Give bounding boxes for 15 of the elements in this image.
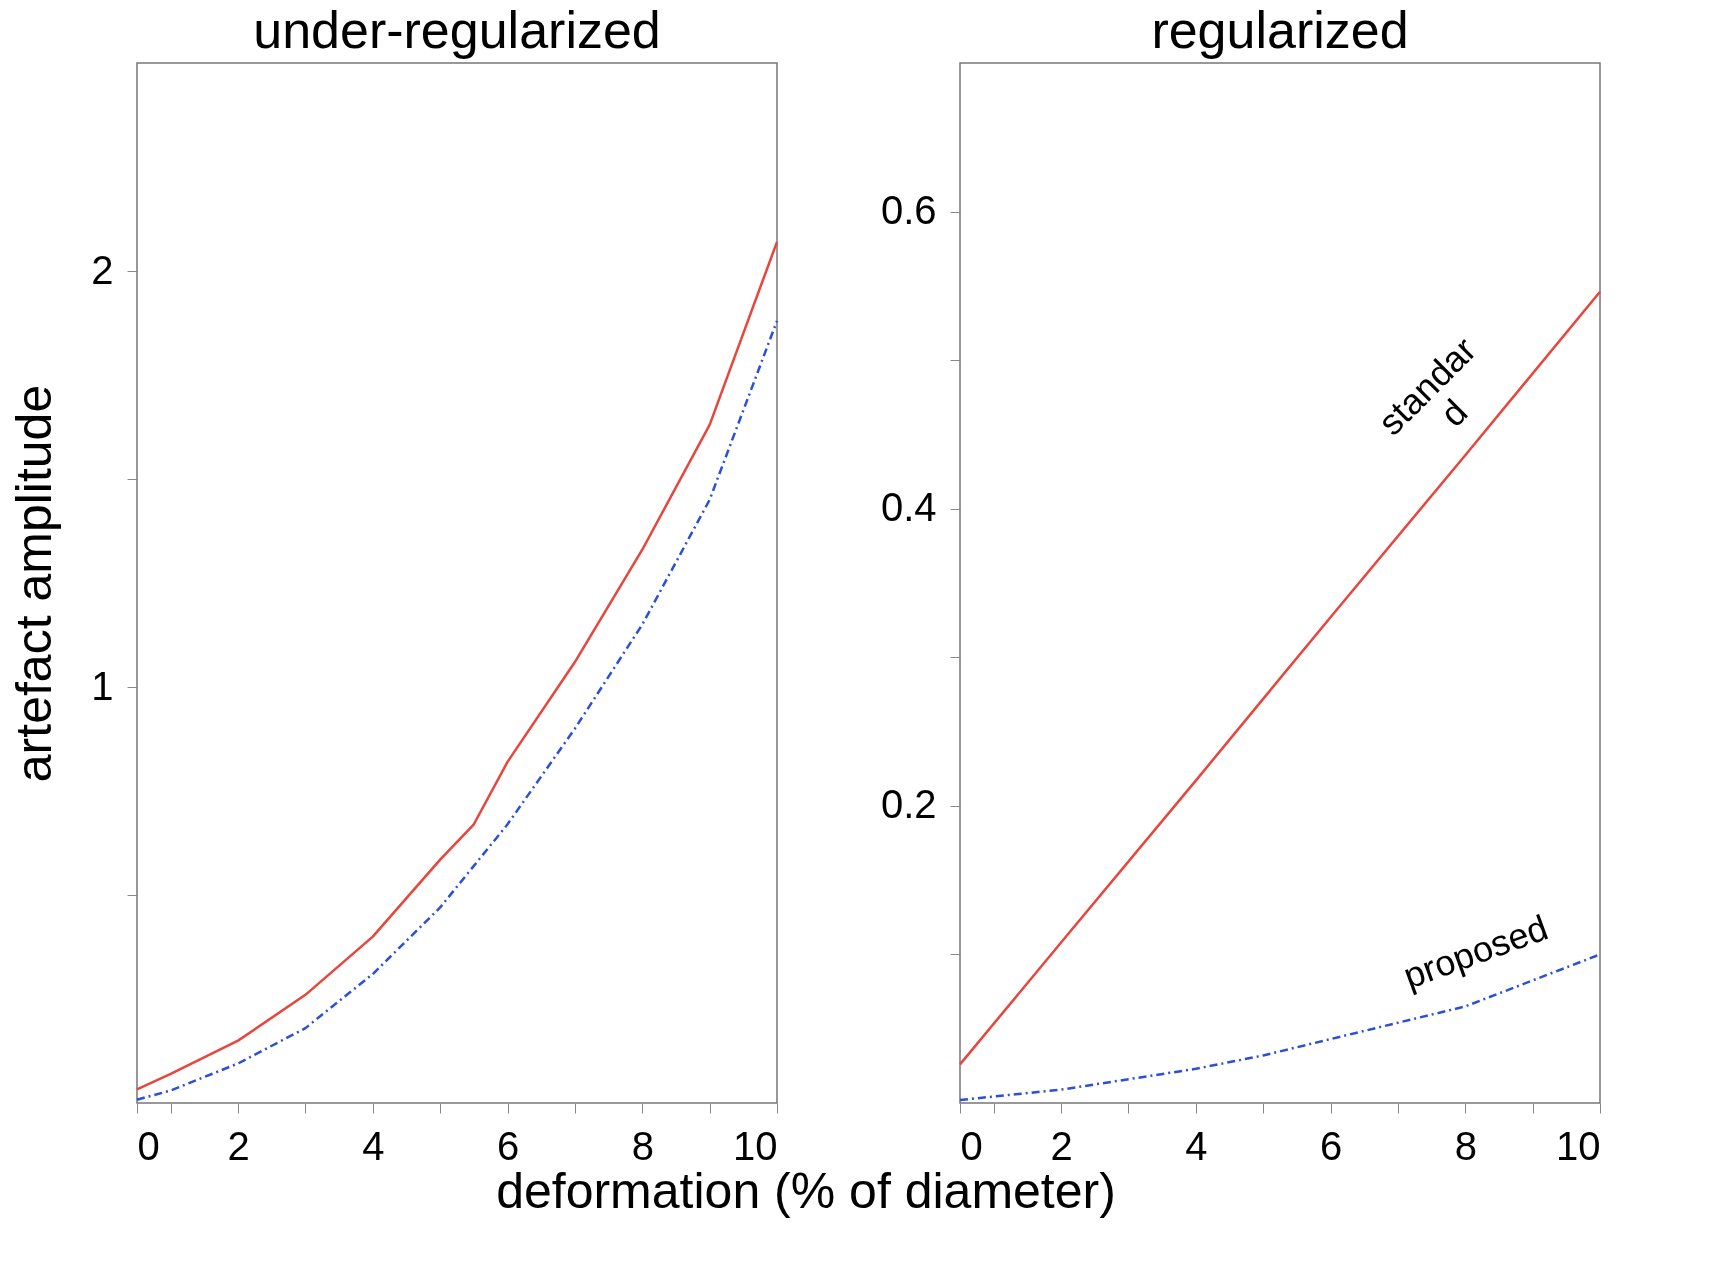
x-tick-label: 8 — [1454, 1123, 1477, 1168]
y-tick-label: 0.2 — [880, 782, 937, 827]
y-tick-label: 0.4 — [880, 485, 937, 530]
y-axis-title: artefact amplitude — [6, 384, 63, 783]
y-tick-label: 1 — [91, 663, 114, 708]
x-tick-label: 6 — [1319, 1123, 1343, 1168]
line-series — [958, 290, 1602, 1066]
x-tick-label: 4 — [1185, 1123, 1208, 1168]
x-tick-label: 0 — [137, 1123, 160, 1168]
x-tick-label: 2 — [227, 1123, 250, 1168]
x-tick-label: 4 — [362, 1123, 385, 1168]
chart-title: under-regularized — [253, 1, 661, 59]
chart-title: regularized — [1151, 1, 1409, 59]
y-tick-label: 0.6 — [880, 188, 937, 233]
x-tick-label: 10 — [1556, 1123, 1601, 1168]
